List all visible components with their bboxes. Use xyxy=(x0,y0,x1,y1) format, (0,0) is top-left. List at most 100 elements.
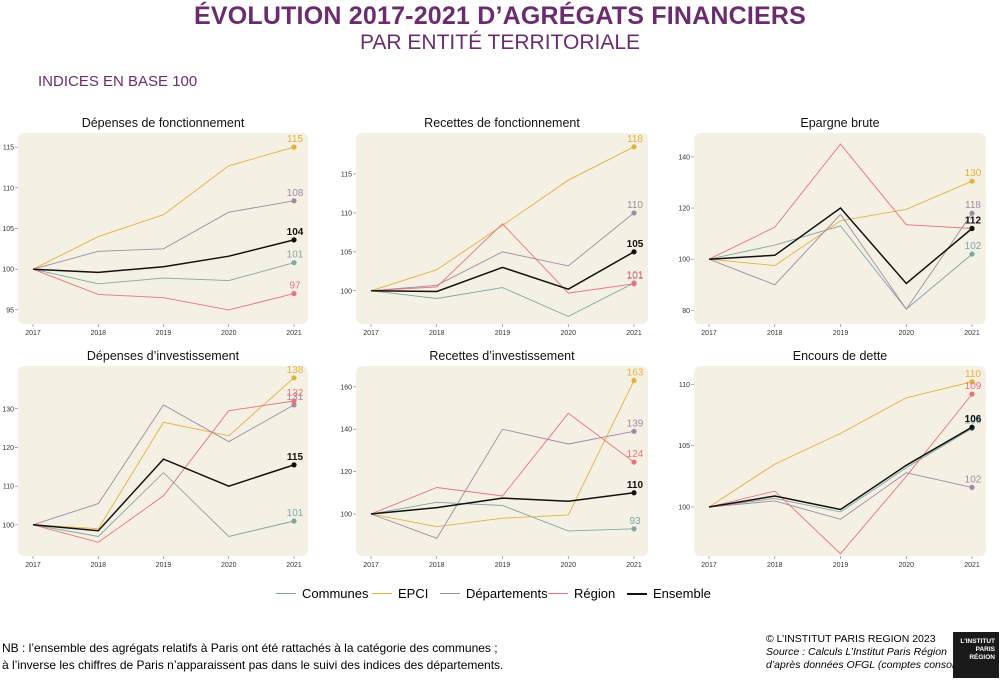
plot-background xyxy=(694,133,986,324)
x-tick-label: 2021 xyxy=(626,330,642,337)
plot-background xyxy=(18,133,308,324)
series-line-region xyxy=(370,223,635,294)
legend-swatch xyxy=(276,593,296,594)
end-point-departements xyxy=(291,402,297,408)
series-line-region xyxy=(370,412,635,515)
x-tick-label: 2017 xyxy=(701,562,717,569)
data-label-region: 112 xyxy=(965,216,981,227)
x-tick-label: 2018 xyxy=(767,562,783,569)
panel-title: Epargne brute xyxy=(800,116,879,130)
data-label-ensemble: 110 xyxy=(627,480,644,491)
series-line-communes xyxy=(708,225,973,310)
chart-panel-recettes-d-investissement: Recettes d’investissement 100 120 140 160 201… xyxy=(340,349,648,569)
plot-background xyxy=(356,133,648,324)
legend-swatch xyxy=(627,592,647,595)
end-point-region xyxy=(969,391,975,397)
y-tick-label: 110 xyxy=(341,210,352,217)
series-line-region xyxy=(32,268,295,311)
legend-label: EPCI xyxy=(398,586,429,601)
x-tick-label: 2021 xyxy=(286,562,302,569)
end-point-ensemble xyxy=(291,462,297,468)
legend-swatch xyxy=(372,593,392,594)
end-point-departements xyxy=(631,210,637,216)
x-tick-label: 2019 xyxy=(156,330,172,337)
chart-panel-depenses-de-fonctionnement: Dépenses de fonctionnement 95 100 105 110 115… xyxy=(2,116,308,337)
credits: © L’INSTITUT PARIS REGION 2023 Source : … xyxy=(766,633,977,672)
data-label-departements: 110 xyxy=(627,200,643,211)
data-label-communes: 102 xyxy=(965,241,982,252)
data-label-ensemble: 105 xyxy=(627,239,644,250)
institut-logo: L’INSTITUT PARIS RÉGION xyxy=(953,632,999,678)
end-point-epci xyxy=(631,377,637,384)
copyright-text: © L’INSTITUT PARIS REGION 2023 xyxy=(766,633,936,645)
end-point-communes xyxy=(969,251,975,257)
data-label-communes: 101 xyxy=(287,508,304,519)
x-tick-label: 2017 xyxy=(701,330,717,337)
x-tick-label: 2020 xyxy=(898,562,914,569)
y-tick-label: 100 xyxy=(678,505,690,512)
series-line-ensemble xyxy=(708,426,973,511)
chart-subtitle: PAR ENTITÉ TERRITORIALE xyxy=(359,31,641,54)
x-tick-label: 2020 xyxy=(560,330,576,337)
x-tick-label: 2021 xyxy=(964,562,980,569)
index-base-label: INDICES EN BASE 100 xyxy=(38,73,198,90)
y-tick-label: 105 xyxy=(340,249,352,256)
data-label-region: 101 xyxy=(627,271,644,282)
series-line-communes xyxy=(32,471,295,537)
series-line-departements xyxy=(708,212,973,310)
x-tick-label: 2018 xyxy=(90,330,106,337)
plot-background xyxy=(18,366,308,556)
y-tick-label: 110 xyxy=(3,185,14,192)
series-line-communes xyxy=(370,282,635,317)
end-point-departements xyxy=(291,198,297,204)
logo-line: PARIS xyxy=(975,646,995,653)
x-tick-label: 2019 xyxy=(833,330,849,337)
panel-title: Dépenses de fonctionnement xyxy=(82,116,245,130)
data-label-ensemble: 104 xyxy=(287,227,304,238)
panel-title: Recettes de fonctionnement xyxy=(424,116,580,130)
y-tick-label: 140 xyxy=(340,427,352,434)
x-tick-label: 2017 xyxy=(25,330,41,337)
y-tick-label: 100 xyxy=(340,288,352,295)
y-tick-label: 95 xyxy=(6,307,14,314)
logo-line: L’INSTITUT xyxy=(960,638,995,645)
chart-title: ÉVOLUTION 2017-2021 D’AGRÉGATS FINANCIER… xyxy=(193,2,807,30)
y-tick-label: 110 xyxy=(3,484,14,491)
y-tick-label: 120 xyxy=(340,469,352,476)
series-line-ensemble xyxy=(370,492,635,515)
data-label-departements: 108 xyxy=(287,188,304,199)
legend-label: Départements xyxy=(466,586,548,601)
x-tick-label: 2019 xyxy=(156,562,172,569)
data-label-departements: 139 xyxy=(627,418,644,429)
data-label-region: 109 xyxy=(965,381,982,392)
series-line-communes xyxy=(370,501,635,532)
end-point-communes xyxy=(631,526,637,532)
end-point-departements xyxy=(969,484,975,490)
x-tick-label: 2021 xyxy=(626,562,642,569)
series-line-departements xyxy=(32,404,295,526)
data-label-ensemble: 115 xyxy=(287,452,304,463)
x-tick-label: 2018 xyxy=(429,330,445,337)
legend-swatch xyxy=(548,593,568,594)
legend-swatch xyxy=(440,593,460,594)
x-tick-label: 2020 xyxy=(221,562,237,569)
end-point-communes xyxy=(291,518,297,524)
series-line-region xyxy=(708,393,973,555)
y-tick-label: 110 xyxy=(679,382,690,389)
legend-label: Région xyxy=(574,586,616,601)
y-tick-label: 100 xyxy=(678,257,690,264)
end-point-region xyxy=(631,459,637,465)
x-tick-label: 2020 xyxy=(898,330,914,337)
series-line-epci xyxy=(32,146,295,270)
chart-panel-epargne-brute: Epargne brute 80 100 120 140 2017 2018 2019 2020… xyxy=(678,116,986,337)
x-tick-label: 2019 xyxy=(495,330,511,337)
x-tick-label: 2017 xyxy=(363,562,379,569)
data-label-departements: 102 xyxy=(965,474,982,485)
chart-panel-depenses-d-investissement: Dépenses d’investissement 100 110 120 130 201… xyxy=(2,349,308,569)
data-label-epci: 115 xyxy=(287,134,303,145)
source-detail-text: d’après données OFGL (comptes consolidés… xyxy=(766,659,978,671)
x-tick-label: 2018 xyxy=(90,562,106,569)
end-point-region xyxy=(291,398,297,404)
panel-title: Dépenses d’investissement xyxy=(87,349,240,363)
